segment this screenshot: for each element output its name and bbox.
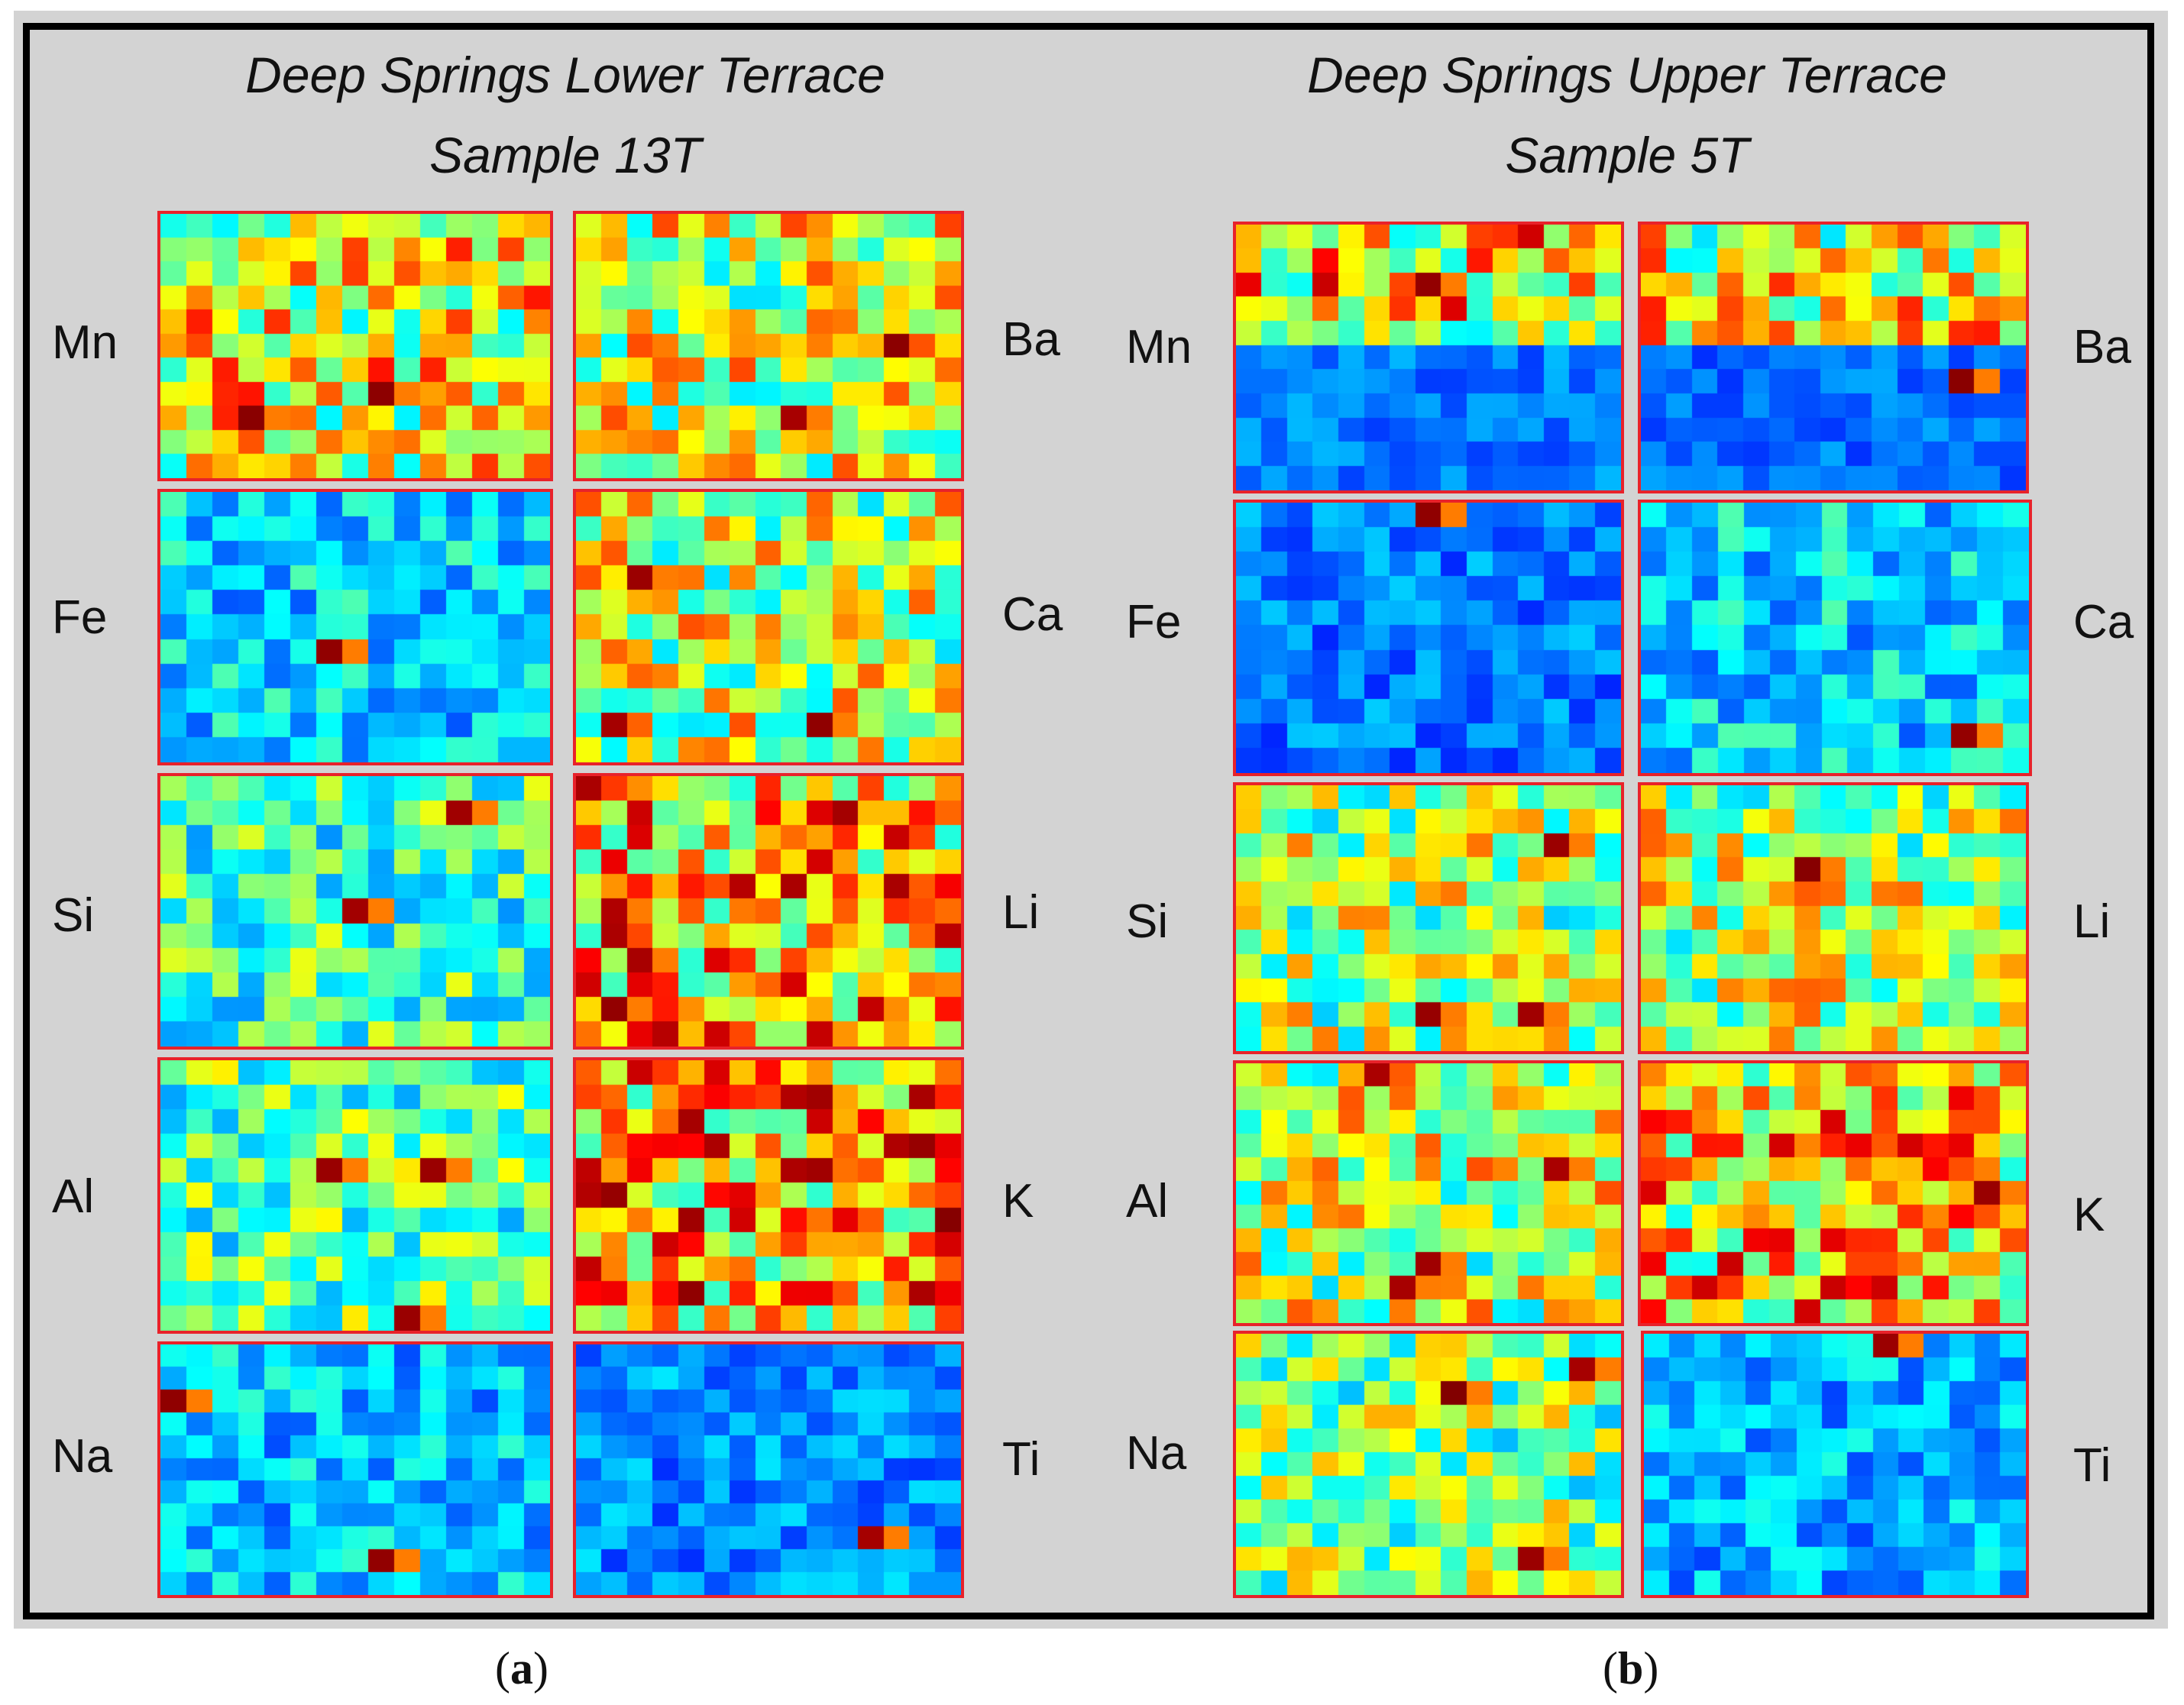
panel-b-subtitle: Sample 5T: [1505, 127, 1749, 183]
label-a-left-si: Si: [52, 889, 95, 942]
map-a-al: [157, 1057, 553, 1334]
label-b-left-mn: Mn: [1126, 321, 1192, 374]
label-a-left-mn: Mn: [52, 316, 118, 369]
label-b-right-ca: Ca: [2073, 596, 2134, 649]
label-a-right-k: K: [1002, 1175, 1034, 1228]
label-a-left-al: Al: [52, 1170, 95, 1223]
map-b-na: [1233, 1331, 1624, 1598]
caption-b-letter: b: [1617, 1643, 1644, 1694]
map-b-si: [1233, 782, 1624, 1054]
map-b-mn: [1233, 222, 1624, 493]
map-a-si: [157, 773, 553, 1050]
caption-b: (b): [1603, 1643, 1659, 1694]
map-b-ca: [1638, 500, 2032, 776]
label-a-right-ca: Ca: [1002, 588, 1063, 641]
label-b-right-k: K: [2073, 1189, 2105, 1241]
label-a-right-li: Li: [1002, 886, 1040, 939]
label-a-right-ti: Ti: [1002, 1433, 1040, 1486]
label-b-left-si: Si: [1126, 895, 1169, 948]
map-b-ti: [1641, 1331, 2029, 1598]
map-a-k: [573, 1057, 964, 1334]
panel-b-title: Deep Springs Upper Terrace: [1307, 47, 1947, 103]
map-a-ba: [573, 211, 964, 481]
label-a-right-ba: Ba: [1002, 313, 1060, 366]
label-b-right-li: Li: [2073, 895, 2111, 948]
caption-a: (a): [495, 1643, 548, 1694]
map-a-ti: [573, 1341, 964, 1598]
caption-a-letter: a: [510, 1643, 533, 1694]
label-b-left-al: Al: [1126, 1175, 1169, 1228]
map-a-na: [157, 1341, 553, 1598]
map-b-ba: [1638, 222, 2029, 493]
label-b-left-na: Na: [1126, 1427, 1187, 1480]
map-b-fe: [1233, 500, 1624, 776]
panel-a-title: Deep Springs Lower Terrace: [245, 47, 885, 103]
label-a-left-na: Na: [52, 1430, 113, 1483]
map-a-ca: [573, 489, 964, 765]
map-b-k: [1638, 1060, 2029, 1326]
map-b-li: [1638, 782, 2029, 1054]
map-a-mn: [157, 211, 553, 481]
map-b-al: [1233, 1060, 1624, 1326]
label-b-left-fe: Fe: [1126, 596, 1182, 649]
panel-a-subtitle: Sample 13T: [429, 127, 701, 183]
map-a-li: [573, 773, 964, 1050]
label-b-right-ba: Ba: [2073, 321, 2131, 374]
label-b-right-ti: Ti: [2073, 1439, 2111, 1492]
map-a-fe: [157, 489, 553, 765]
label-a-left-fe: Fe: [52, 591, 108, 644]
